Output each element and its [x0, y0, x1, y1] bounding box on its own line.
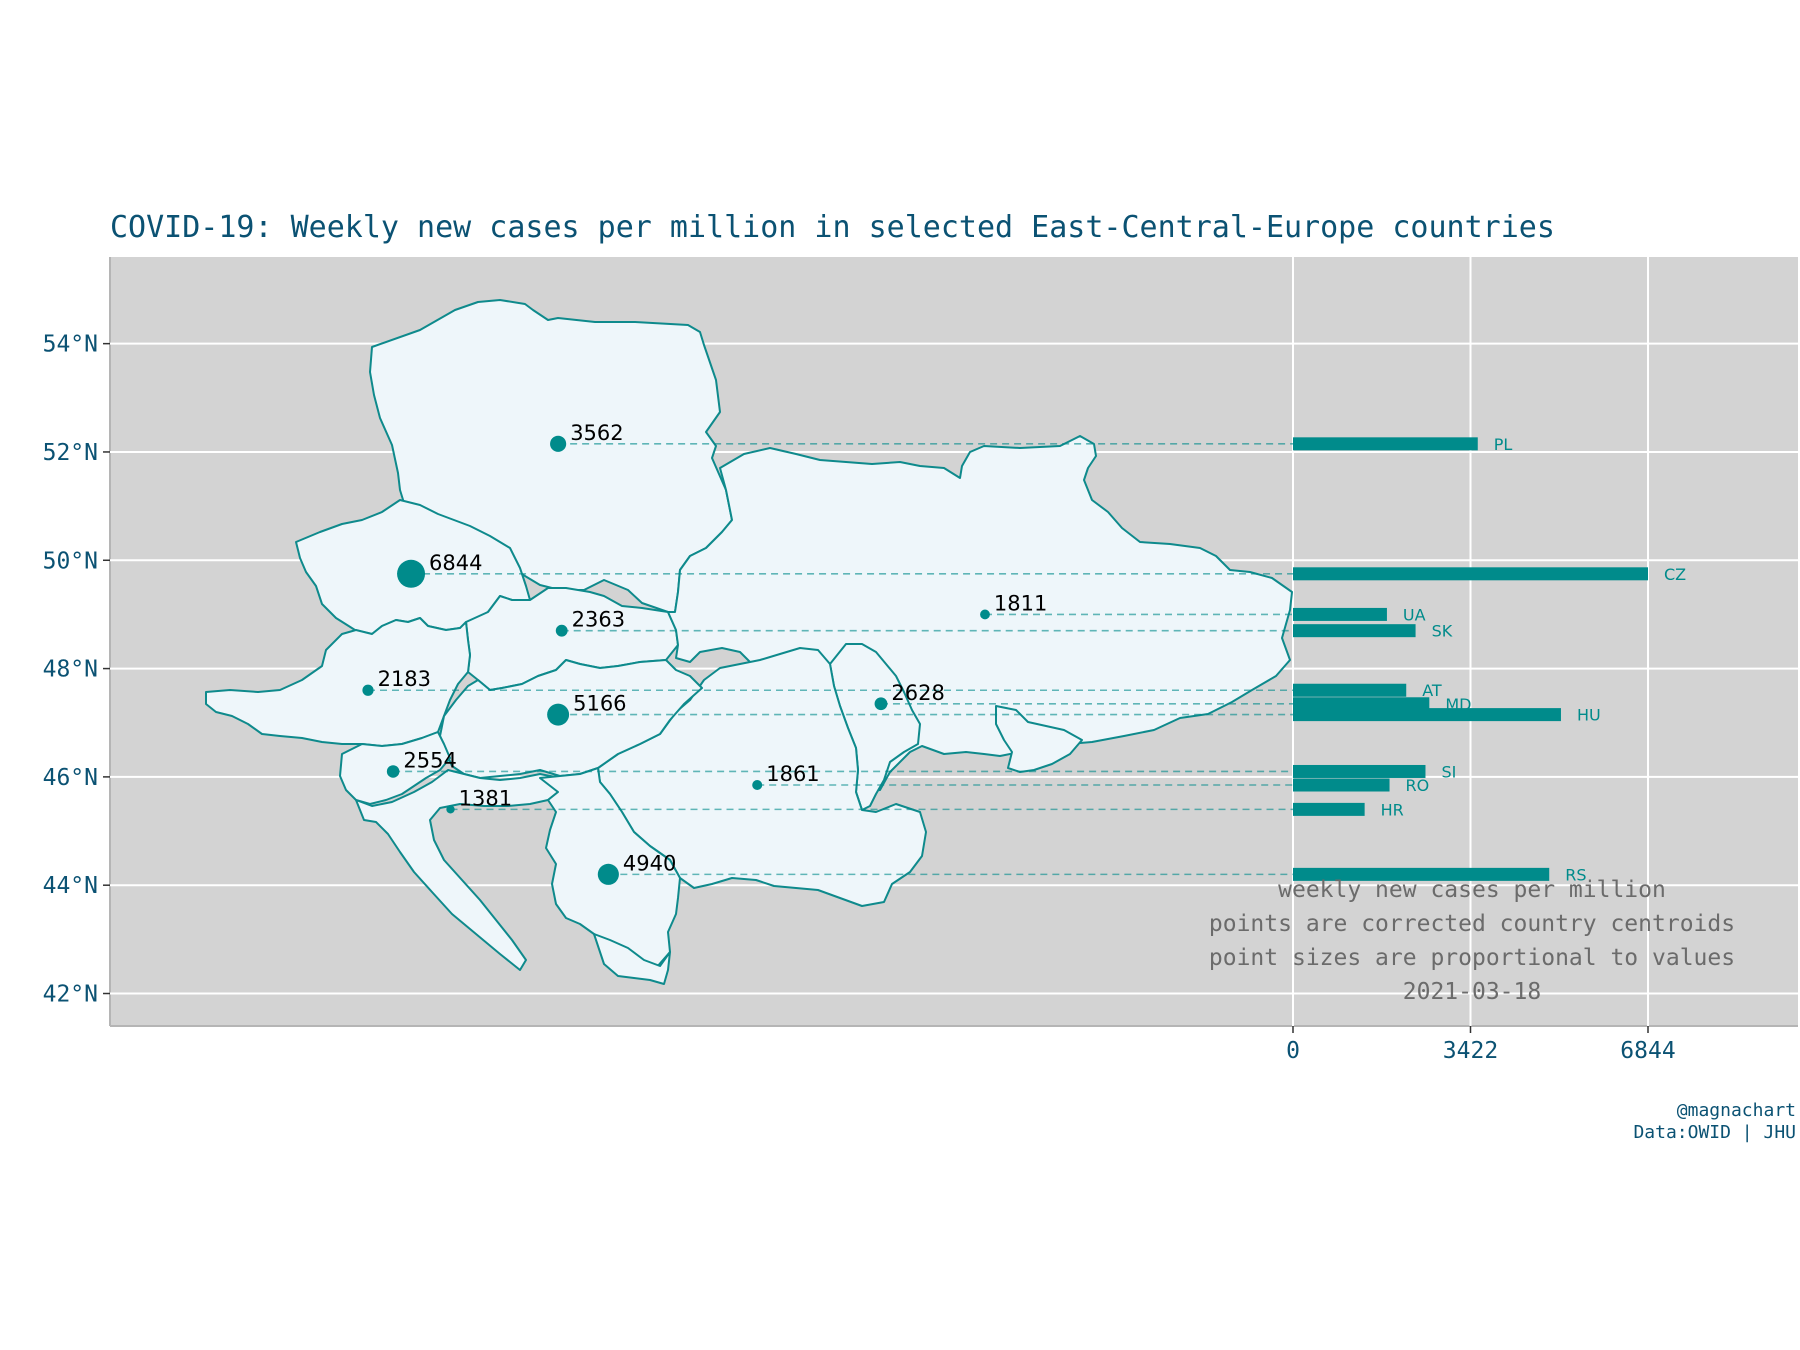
y-tick-label: 48°N [43, 657, 98, 683]
point [980, 609, 990, 620]
value-label: 3562 [570, 421, 623, 445]
value-label: 2183 [378, 667, 431, 691]
credit-author: @magnachart [1677, 1100, 1796, 1121]
country-code-label: SK [1432, 622, 1453, 641]
country-code-label: SI [1441, 762, 1456, 781]
bars [1293, 437, 1648, 881]
country-code-label: UA [1403, 605, 1426, 624]
bar [1293, 764, 1426, 778]
bar [1293, 778, 1390, 792]
y-axis: 42°N 44°N 46°N 48°N 50°N 52°N 54°N [43, 332, 110, 1008]
y-tick-label: 42°N [43, 982, 98, 1008]
bar [1293, 624, 1416, 638]
note-line: weekly new cases per million [1278, 877, 1666, 903]
point [752, 779, 763, 791]
country-shape-hr [355, 769, 561, 971]
bar [1293, 607, 1387, 621]
country-shape-crimea [995, 705, 1083, 773]
y-tick-label: 44°N [43, 873, 98, 899]
point [547, 703, 570, 726]
note-line: point sizes are proportional to values [1209, 945, 1735, 971]
country-shape-at [205, 617, 471, 747]
x-tick-label: 0 [1286, 1038, 1300, 1064]
point [550, 435, 567, 452]
chart-title: COVID-19: Weekly new cases per million i… [110, 210, 1555, 245]
country-shape-rs-south [593, 933, 671, 985]
country-shape-ro [597, 647, 927, 907]
value-label: 6844 [429, 551, 482, 575]
point [446, 805, 455, 814]
value-label: 2628 [891, 681, 944, 705]
country-code-label: HU [1577, 706, 1601, 725]
value-label: 2363 [572, 608, 625, 632]
country-code-label: HR [1381, 800, 1404, 819]
country-code-label: CZ [1664, 565, 1686, 584]
value-labels: 3562 6844 1811 2363 2183 2628 5166 2554 1861 1381… [378, 421, 1048, 876]
x-tick-label: 6844 [1620, 1038, 1675, 1064]
bar [1293, 697, 1430, 711]
value-label: 1381 [459, 786, 512, 810]
points [362, 435, 990, 885]
value-label: 2554 [403, 748, 456, 772]
country-code-label: AT [1422, 681, 1442, 700]
note-date: 2021-03-18 [1403, 979, 1541, 1005]
point [555, 624, 568, 637]
value-label: 1861 [766, 762, 819, 786]
point [874, 697, 888, 711]
value-label: 1811 [994, 591, 1047, 615]
point [397, 559, 426, 588]
country-code-label: MD [1445, 695, 1471, 714]
bar [1293, 708, 1561, 722]
y-tick-label: 54°N [43, 332, 98, 358]
y-tick-label: 50°N [43, 548, 98, 574]
point [597, 863, 619, 885]
notes-block: weekly new cases per million points are … [1209, 877, 1735, 1005]
value-label: 4940 [623, 851, 676, 875]
bar [1293, 802, 1365, 816]
value-label: 5166 [573, 692, 626, 716]
credit-source: Data:OWID | JHU [1633, 1122, 1796, 1143]
country-code-label: RO [1406, 776, 1430, 795]
country-code-label: PL [1494, 435, 1513, 454]
x-tick-label: 3422 [1443, 1038, 1498, 1064]
x-axis: 0 3422 6844 [1286, 1026, 1676, 1064]
country-code-label: RS [1565, 865, 1586, 884]
bar [1293, 867, 1550, 881]
note-line: points are corrected country centroids [1209, 911, 1735, 937]
point [362, 684, 374, 696]
point [386, 765, 400, 778]
bar [1293, 683, 1407, 697]
bar [1293, 437, 1478, 451]
y-tick-label: 46°N [43, 765, 98, 791]
leader-lines [368, 443, 1293, 876]
bar [1293, 567, 1648, 581]
y-tick-label: 52°N [43, 440, 98, 466]
